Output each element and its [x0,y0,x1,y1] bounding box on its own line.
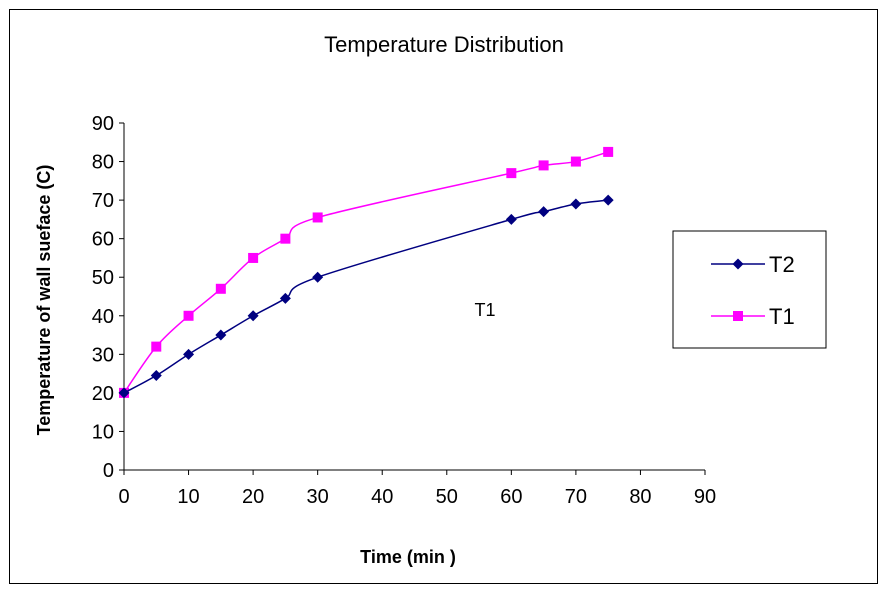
x-tick-label: 30 [307,486,329,508]
series-t2-point [150,370,162,382]
series-t1-point [570,156,581,167]
series-t1-point [248,252,259,263]
series-t1-point [183,310,194,321]
y-tick-label: 50 [92,267,114,289]
legend-marker-t2 [732,258,744,270]
series-t1-point [151,341,162,352]
y-tick-label: 20 [92,383,114,405]
series-t1-point [538,160,549,171]
series-t1-point [280,233,291,244]
series-t2-point [183,348,195,360]
y-tick-label: 80 [92,152,114,174]
series-t1-point [215,283,226,294]
series-t1-point [506,168,517,179]
series-t2-line [123,199,609,394]
series-t2-point [118,387,130,399]
y-axis-title: Temperature of wall sueface (C) [34,165,54,436]
y-tick-label: 10 [92,421,114,443]
chart-title: Temperature Distribution [324,32,564,57]
y-tick-label: 90 [92,113,114,135]
y-tick-label: 0 [103,460,114,482]
x-tick-label: 90 [694,486,716,508]
series-t2-point [570,198,582,210]
series-t2-point [247,310,259,322]
x-tick-label: 50 [436,486,458,508]
legend-box [672,230,827,349]
x-tick-label: 70 [565,486,587,508]
y-tick-label: 70 [92,190,114,212]
x-tick-label: 80 [629,486,651,508]
y-tick-label: 60 [92,229,114,251]
legend-item-t2: T2 [711,252,795,277]
series-t2 [118,194,614,399]
y-tick-label: 40 [92,306,114,328]
series-t1 [119,146,614,398]
legend-marker-t1 [733,311,743,321]
series-t2-point [312,271,324,283]
series-layer [118,146,614,399]
series-t1-point [603,146,614,157]
series-t2-point [279,292,291,304]
series-t1-point [312,212,323,223]
series-t2-point [602,194,614,206]
x-tick-label: 20 [242,486,264,508]
x-axis-title: Time (min ) [360,547,456,567]
legend-label-t2: T2 [769,252,795,277]
x-tick-label: 40 [371,486,393,508]
x-tick-label: 10 [177,486,199,508]
y-tick-label: 30 [92,344,114,366]
x-tick-label: 60 [500,486,522,508]
series-t2-point [505,213,517,225]
axes: 0 10 20 30 40 50 60 70 80 90 0 10 20 30 40 50 60 70 80 90 [92,113,716,508]
series-t2-point [538,206,550,218]
series-t1-line [123,151,609,394]
legend-label-t1: T1 [769,304,795,329]
plot-annotation: T1 [474,300,495,320]
x-tick-label: 0 [118,486,129,508]
legend: T2 T1 [672,230,827,349]
series-t2-point [215,329,227,341]
legend-item-t1: T1 [711,304,795,329]
